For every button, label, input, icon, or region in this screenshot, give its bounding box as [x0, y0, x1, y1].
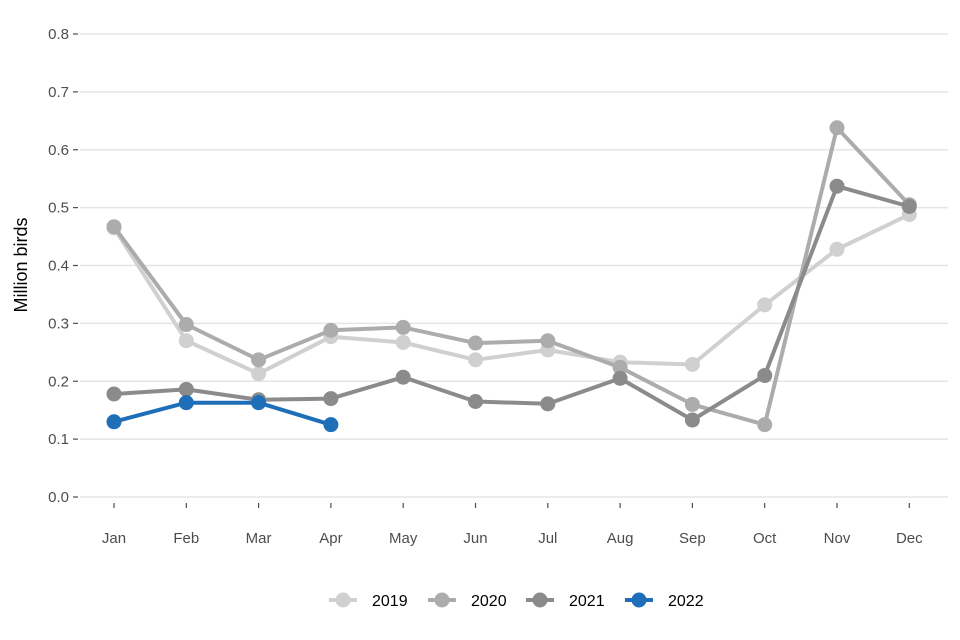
data-point-2019 — [829, 241, 845, 257]
legend-label: 2022 — [668, 593, 704, 610]
y-tick-label: 0.7 — [48, 84, 69, 101]
x-tick-label: May — [389, 530, 418, 547]
x-tick-label: Feb — [173, 530, 199, 547]
x-tick-label: Sep — [679, 530, 706, 547]
data-point-2020 — [540, 333, 556, 349]
x-tick-label: Nov — [824, 530, 851, 547]
data-point-2020 — [178, 317, 194, 333]
legend: 2019 2020 2021 2022 — [329, 592, 704, 610]
legend-label: 2019 — [372, 593, 408, 610]
data-point-2022 — [106, 414, 122, 430]
data-point-2021 — [468, 394, 483, 410]
data-point-2019 — [178, 333, 194, 349]
legend-item-2020: 2020 — [428, 592, 507, 610]
x-tick-label: Jan — [102, 530, 126, 547]
x-tick-label: Apr — [319, 530, 342, 547]
x-tick-label: Mar — [246, 530, 272, 547]
legend-item-2019: 2019 — [329, 592, 408, 610]
data-point-2020 — [829, 120, 845, 136]
y-tick-label: 0.2 — [48, 373, 69, 390]
data-point-2020 — [757, 417, 773, 433]
legend-label: 2020 — [471, 593, 507, 610]
series-2019 — [106, 207, 917, 382]
y-tick-label: 0.4 — [48, 258, 69, 275]
series-line-2022 — [112, 400, 333, 427]
y-axis: 0.0 0.1 0.2 0.3 0.4 0.5 0.6 0.7 0.8 — [48, 26, 78, 506]
legend-swatch-marker — [532, 592, 548, 608]
data-point-2019 — [757, 297, 773, 313]
data-point-2021 — [612, 370, 628, 386]
data-point-2019 — [468, 352, 483, 368]
data-point-2020 — [395, 319, 411, 335]
data-point-2020 — [468, 335, 483, 351]
y-tick-label: 0.6 — [48, 142, 69, 159]
series-line-2020 — [112, 125, 912, 427]
data-point-2019 — [395, 334, 411, 350]
data-point-2022 — [178, 395, 194, 411]
legend-swatch-marker — [434, 592, 450, 608]
series-group — [106, 120, 917, 433]
data-point-2021 — [829, 178, 845, 194]
legend-item-2021: 2021 — [526, 592, 605, 610]
series-2020 — [106, 120, 917, 433]
data-point-2022 — [251, 395, 267, 411]
x-tick-label: Aug — [607, 530, 634, 547]
data-point-2022 — [323, 417, 339, 433]
legend-item-2022: 2022 — [625, 592, 704, 610]
data-point-2019 — [684, 356, 700, 372]
y-tick-label: 0.5 — [48, 200, 69, 217]
data-point-2021 — [540, 396, 556, 412]
data-point-2021 — [323, 391, 339, 407]
series-2022 — [106, 395, 339, 433]
gridlines — [80, 33, 948, 498]
data-point-2021 — [106, 386, 122, 402]
y-tick-label: 0.1 — [48, 431, 69, 448]
data-point-2021 — [395, 369, 411, 385]
x-tick-label: Jun — [463, 530, 487, 547]
data-point-2020 — [684, 396, 700, 412]
y-tick-label: 0.8 — [48, 26, 69, 43]
y-axis-title: Million birds — [11, 217, 31, 312]
data-point-2020 — [251, 352, 267, 368]
x-axis: Jan Feb Mar Apr May Jun Jul Aug Sep Oct Nov Dec — [102, 503, 923, 547]
y-tick-label: 0.3 — [48, 315, 69, 332]
x-tick-label: Dec — [896, 530, 923, 547]
x-tick-label: Oct — [753, 530, 777, 547]
data-point-2021 — [684, 412, 700, 428]
legend-swatch-marker — [631, 592, 647, 608]
data-point-2020 — [612, 359, 628, 375]
data-point-2019 — [251, 366, 267, 382]
legend-swatch-marker — [335, 592, 351, 608]
data-point-2020 — [106, 219, 122, 235]
data-point-2021 — [178, 381, 194, 397]
y-tick-label: 0.0 — [48, 489, 69, 506]
legend-label: 2021 — [569, 593, 605, 610]
series-line-2019 — [112, 212, 912, 376]
data-point-2021 — [901, 198, 917, 214]
series-line-2021 — [112, 184, 912, 422]
data-point-2020 — [323, 322, 339, 338]
x-tick-label: Jul — [538, 530, 557, 547]
data-point-2021 — [757, 367, 773, 383]
